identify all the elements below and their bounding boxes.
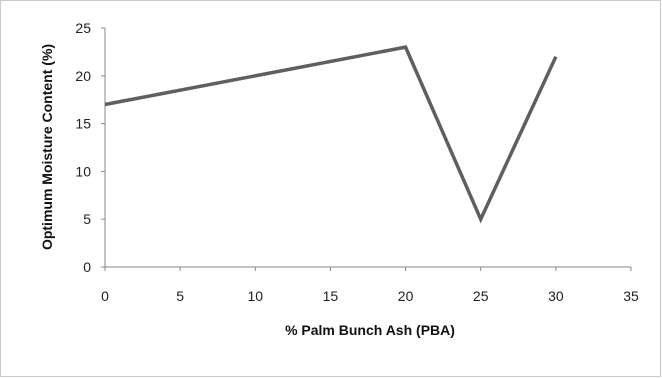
x-tick-label: 20	[398, 288, 414, 304]
x-tick-label: 35	[623, 288, 639, 304]
y-tick-label: 10	[75, 163, 91, 179]
x-tick-label: 30	[548, 288, 564, 304]
x-tick-labels: 0 5 10 15 20 25 30 35	[101, 288, 639, 304]
x-tick-label: 0	[101, 288, 109, 304]
series-layer	[104, 45, 558, 224]
y-tick-label: 20	[75, 68, 91, 84]
y-tick-label: 0	[83, 259, 91, 275]
y-tick-label: 25	[75, 20, 91, 36]
series-line	[104, 45, 558, 224]
y-tick-labels: 0 5 10 15 20 25	[75, 20, 91, 275]
x-tick-label: 10	[247, 288, 263, 304]
y-tick-label: 15	[75, 116, 91, 132]
y-axis-title: Optimum Moisture Content (%)	[39, 44, 55, 250]
x-tick-label: 5	[176, 288, 184, 304]
x-tick-label: 15	[323, 288, 339, 304]
x-axis-title: % Palm Bunch Ash (PBA)	[285, 322, 455, 338]
x-tick-label: 25	[473, 288, 489, 304]
axes	[101, 27, 632, 271]
y-tick-label: 5	[83, 211, 91, 227]
